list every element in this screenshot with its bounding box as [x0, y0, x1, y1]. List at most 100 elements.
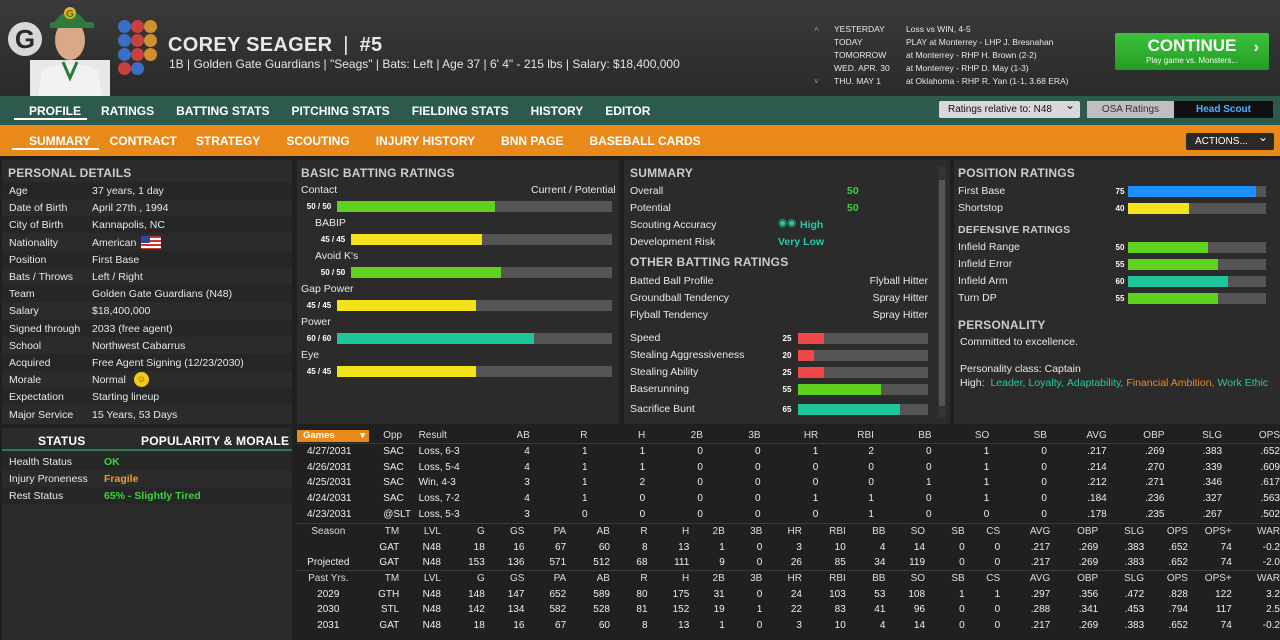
season-col-header[interactable]: SO — [910, 526, 926, 538]
past-col-header[interactable]: BB — [872, 573, 886, 585]
season-col-header[interactable]: BB — [872, 526, 886, 538]
subtab-bnn-page[interactable]: BNN PAGE — [501, 134, 564, 148]
games-col-header[interactable]: H — [637, 430, 646, 442]
tab-history[interactable]: HISTORY — [530, 104, 584, 118]
past-col-header[interactable]: AB — [596, 573, 610, 585]
games-col-header[interactable]: OBP — [1143, 430, 1165, 442]
game-row[interactable]: 4/27/2031 SAC Loss, 6-3 4 1 1 0 0 1 2 0 1 0 .217 .269.… — [297, 443, 1280, 460]
detail-row: City of Birth Kannapolis, NC — [2, 216, 292, 234]
head-scout-toggle[interactable]: Head Scout — [1174, 101, 1273, 118]
game-cell: SAC — [383, 493, 404, 505]
season-col-header[interactable]: OPS — [1166, 526, 1188, 538]
games-col-header[interactable]: 3B — [748, 430, 761, 442]
season-col-header[interactable]: 2B — [712, 526, 725, 538]
season-col-header[interactable]: Season — [311, 526, 346, 538]
games-dropdown[interactable]: Games ▾ — [297, 429, 369, 442]
games-col-header[interactable]: OPS — [1258, 430, 1280, 442]
past-col-header[interactable]: GS — [509, 573, 525, 585]
past-cell: 3 — [796, 619, 802, 631]
season-col-header[interactable]: SB — [951, 526, 965, 538]
season-col-header[interactable]: RBI — [829, 526, 846, 538]
status-tab[interactable]: STATUS — [38, 434, 86, 448]
chevron-up-icon[interactable]: ˄ — [814, 24, 819, 34]
season-col-header[interactable]: TM — [384, 526, 400, 538]
season-col-header[interactable]: HR — [787, 526, 802, 538]
past-cell: N48 — [422, 619, 441, 631]
osa-ratings-toggle[interactable]: OSA Ratings — [1087, 101, 1174, 118]
tab-editor[interactable]: EDITOR — [605, 104, 651, 118]
tab-fielding-stats[interactable]: FIELDING STATS — [411, 104, 509, 118]
season-col-header[interactable]: WAR — [1257, 526, 1280, 538]
past-col-header[interactable]: WAR — [1257, 573, 1280, 585]
past-col-header[interactable]: SO — [910, 573, 926, 585]
past-col-header[interactable]: OPS — [1166, 573, 1188, 585]
season-col-header[interactable]: AVG — [1029, 526, 1051, 538]
past-col-header[interactable]: R — [640, 573, 648, 585]
season-col-header[interactable]: SLG — [1124, 526, 1145, 538]
games-col-header[interactable]: RBI — [857, 430, 874, 442]
summary-scrollbar[interactable] — [938, 166, 946, 418]
game-row[interactable]: 4/25/2031 SAC Win, 4-3 3 1 2 0 0 0 0 1 1 0 .212 .271 .3… — [297, 475, 1280, 491]
games-col-header[interactable]: Result — [418, 430, 447, 442]
past-col-header[interactable]: Past Yrs. — [308, 573, 349, 585]
past-col-header[interactable]: SLG — [1124, 573, 1145, 585]
games-col-header[interactable]: 2B — [690, 430, 703, 442]
season-col-header[interactable]: LVL — [423, 526, 441, 538]
season-col-header[interactable]: OPS+ — [1204, 526, 1232, 538]
subtab-contract[interactable]: CONTRACT — [109, 134, 177, 148]
game-row[interactable]: 4/26/2031 SAC Loss, 5-4 4 1 1 0 0 0 0 0 1 0 .214 .270.… — [297, 459, 1280, 475]
past-col-header[interactable]: CS — [986, 573, 1001, 585]
rating-value: 50 / 50 — [315, 267, 351, 278]
tab-batting-stats[interactable]: BATTING STATS — [176, 104, 270, 118]
tab-ratings[interactable]: RATINGS — [101, 104, 155, 118]
past-col-header[interactable]: G — [477, 573, 485, 585]
past-col-header[interactable]: PA — [553, 573, 567, 585]
ratings-relative-select[interactable]: Ratings relative to: N48 — [939, 97, 1080, 118]
past-col-header[interactable]: AVG — [1029, 573, 1051, 585]
past-col-header[interactable]: RBI — [829, 573, 846, 585]
past-col-header[interactable]: TM — [384, 573, 400, 585]
actions-dropdown[interactable]: ACTIONS... — [1186, 129, 1274, 150]
popularity-tab[interactable]: POPULARITY & MORALE — [141, 434, 290, 448]
season-col-header[interactable]: OBP — [1077, 526, 1099, 538]
spacer — [814, 36, 834, 49]
season-col-header[interactable]: H — [682, 526, 690, 538]
chevron-down-icon[interactable]: ˅ — [814, 76, 819, 86]
games-col-header[interactable]: AVG — [1086, 430, 1107, 442]
past-col-header[interactable]: 2B — [712, 573, 725, 585]
games-col-header[interactable]: SLG — [1202, 430, 1223, 442]
games-col-header[interactable]: SB — [1033, 430, 1047, 442]
past-col-header[interactable]: HR — [787, 573, 802, 585]
past-col-header[interactable]: H — [682, 573, 690, 585]
tab-profile[interactable]: PROFILE — [0, 96, 88, 125]
past-col-header[interactable]: OBP — [1077, 573, 1099, 585]
season-col-header[interactable]: GS — [509, 526, 525, 538]
continue-button[interactable]: CONTINUE Play game vs. Monsters... › — [1115, 33, 1269, 70]
past-col-header[interactable]: 3B — [750, 573, 763, 585]
game-row[interactable]: 4/23/2031 @SLT Loss, 5-3 3 0 0 0 0 0 1 0 0 0 .178 .235… — [297, 506, 1280, 522]
subtab-injury-history[interactable]: INJURY HISTORY — [375, 134, 476, 148]
past-col-header[interactable]: SB — [951, 573, 965, 585]
app-logo[interactable]: G — [8, 22, 42, 56]
past-col-header[interactable]: OPS+ — [1204, 573, 1232, 585]
games-col-header[interactable]: R — [580, 430, 588, 442]
season-col-header[interactable]: R — [640, 526, 648, 538]
season-col-header[interactable]: 3B — [750, 526, 763, 538]
games-col-header[interactable]: BB — [918, 430, 932, 442]
games-col-header[interactable]: Opp — [383, 430, 403, 442]
subtab-baseball-cards[interactable]: BASEBALL CARDS — [589, 134, 701, 148]
games-col-header[interactable]: AB — [516, 430, 530, 442]
subtab-summary[interactable]: SUMMARY — [0, 125, 99, 156]
game-row[interactable]: 4/24/2031 SAC Loss, 7-2 4 1 0 0 0 1 1 0 1 0 .184 .236.… — [297, 491, 1280, 507]
past-col-header[interactable]: LVL — [423, 573, 441, 585]
season-col-header[interactable]: PA — [553, 526, 567, 538]
season-col-header[interactable]: AB — [596, 526, 610, 538]
season-row: GAT N48 18 16 67 60 8 13 1 0 3 10 4 14 0 0.217.269.383.… — [297, 539, 1280, 555]
subtab-strategy[interactable]: STRATEGY — [195, 134, 261, 148]
season-col-header[interactable]: CS — [986, 526, 1001, 538]
tab-pitching-stats[interactable]: PITCHING STATS — [291, 104, 390, 118]
season-col-header[interactable]: G — [477, 526, 485, 538]
games-col-header[interactable]: SO — [974, 430, 990, 442]
subtab-scouting[interactable]: SCOUTING — [286, 134, 350, 148]
games-col-header[interactable]: HR — [803, 430, 819, 442]
